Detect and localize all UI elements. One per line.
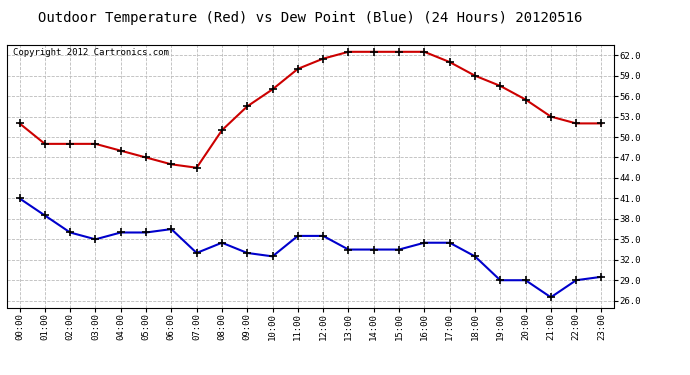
Text: Outdoor Temperature (Red) vs Dew Point (Blue) (24 Hours) 20120516: Outdoor Temperature (Red) vs Dew Point (…	[39, 11, 582, 25]
Text: Copyright 2012 Cartronics.com: Copyright 2012 Cartronics.com	[13, 48, 169, 57]
